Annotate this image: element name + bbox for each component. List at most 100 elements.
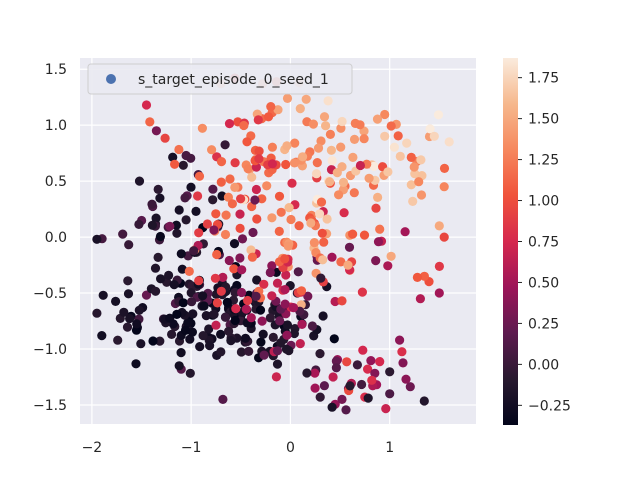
data-point (230, 182, 240, 192)
data-point (267, 213, 277, 223)
data-point (363, 364, 373, 374)
data-point (416, 190, 427, 200)
y-tick-label: −0.5 (33, 286, 67, 302)
data-point (193, 191, 203, 201)
data-point (272, 359, 283, 369)
data-point (187, 327, 197, 337)
data-point (282, 93, 293, 103)
data-point (342, 357, 352, 367)
data-point (153, 252, 163, 262)
data-point (310, 368, 320, 378)
data-point (349, 134, 360, 144)
data-point (246, 313, 256, 323)
data-point (280, 285, 290, 295)
data-point (244, 346, 254, 356)
x-tick-label: −1 (181, 440, 202, 456)
data-point (134, 176, 145, 186)
data-point (174, 361, 184, 371)
data-point (359, 230, 370, 240)
data-point (344, 242, 355, 252)
data-point (253, 115, 263, 125)
data-point (439, 232, 449, 242)
data-point (434, 221, 444, 231)
data-point (337, 394, 347, 404)
legend-marker (106, 74, 116, 84)
data-point (359, 134, 369, 144)
data-point (381, 404, 391, 414)
data-point (218, 272, 228, 282)
data-point (225, 174, 235, 184)
data-point (380, 131, 390, 141)
data-point (366, 356, 376, 366)
data-point (212, 249, 222, 260)
data-point (315, 392, 325, 402)
data-point (235, 223, 245, 233)
data-point (181, 215, 191, 225)
data-point (170, 159, 180, 169)
data-point (259, 279, 269, 289)
data-point (220, 229, 231, 240)
data-point (315, 349, 325, 359)
data-point (254, 146, 264, 156)
data-point (122, 322, 133, 332)
legend[interactable]: s_target_episode_0_seed_1 (87, 63, 353, 95)
data-point (209, 225, 219, 235)
data-point (274, 226, 284, 236)
data-point (165, 221, 175, 231)
data-point (349, 188, 359, 198)
data-point (222, 297, 232, 307)
data-point (363, 393, 373, 403)
y-tick-label: −1.5 (33, 398, 67, 414)
data-point (186, 153, 196, 163)
data-point (321, 121, 331, 131)
data-point (328, 372, 338, 382)
data-point (194, 276, 204, 286)
data-point (194, 228, 204, 238)
data-point (303, 291, 313, 301)
data-point (364, 173, 374, 183)
data-point (187, 297, 197, 307)
data-point (176, 249, 186, 259)
x-tick-label: 1 (385, 440, 394, 456)
data-point (367, 375, 377, 385)
data-point (123, 289, 134, 299)
data-point (205, 341, 215, 351)
data-point (293, 267, 303, 277)
data-point (331, 356, 341, 366)
colorbar-tick-label: 1.25 (528, 153, 559, 169)
data-point (247, 172, 257, 182)
data-point (325, 177, 335, 187)
legend-box (87, 63, 353, 95)
data-point (272, 278, 283, 288)
data-point (282, 330, 292, 340)
data-points (92, 73, 454, 415)
data-point (208, 195, 218, 205)
data-point (301, 94, 311, 104)
data-point (444, 137, 454, 147)
data-point (298, 152, 308, 162)
data-point (186, 182, 196, 192)
data-point (177, 264, 187, 274)
data-point (221, 210, 231, 220)
data-point (330, 296, 340, 307)
data-point (336, 123, 346, 133)
data-point (194, 171, 205, 181)
data-point (118, 229, 128, 239)
data-point (375, 357, 385, 367)
data-point (220, 140, 230, 150)
data-point (199, 301, 209, 311)
data-point (259, 350, 269, 360)
data-point (220, 312, 231, 322)
data-point (229, 239, 240, 249)
data-point (188, 309, 198, 319)
data-point (202, 219, 212, 229)
data-point (151, 126, 161, 136)
data-point (308, 119, 318, 129)
data-point (145, 117, 155, 127)
data-point (312, 158, 322, 168)
data-point (289, 328, 299, 339)
data-point (370, 368, 380, 378)
colorbar-tick-label: 0.25 (528, 316, 559, 332)
data-point (284, 203, 294, 213)
